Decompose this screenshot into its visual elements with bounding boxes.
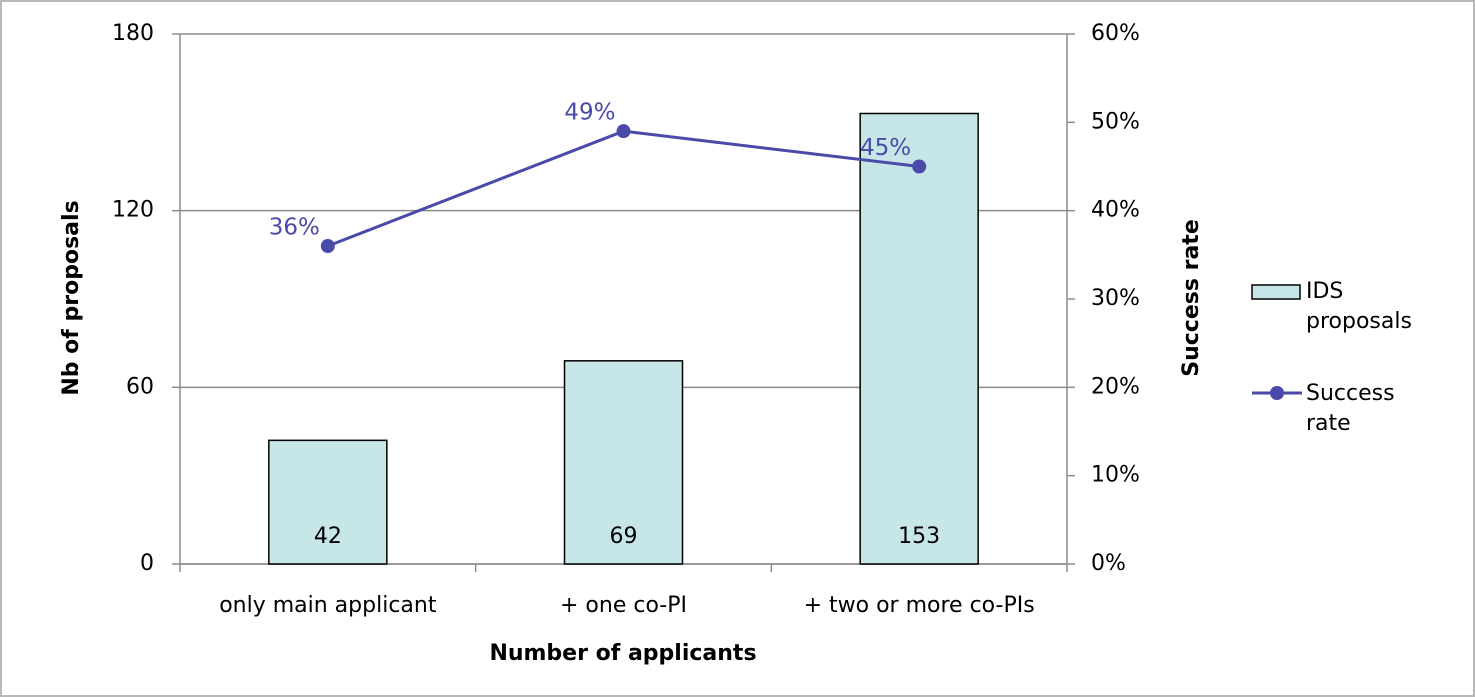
line [327, 129, 920, 248]
y2-axis-title: Success rate [1179, 219, 1204, 377]
line-point [616, 124, 631, 139]
bar [563, 360, 684, 565]
legend-swatch [1251, 284, 1301, 300]
legend-label: Success rate [1306, 381, 1395, 436]
y-tick-label: 120 [112, 198, 154, 223]
y-tick-label: 180 [112, 21, 154, 46]
line-value-label: 49% [564, 100, 615, 126]
y2-tick-label: 20% [1091, 374, 1140, 399]
line-value-label: 36% [269, 215, 320, 241]
y2-tick-label: 0% [1091, 551, 1126, 576]
line-point [912, 159, 927, 174]
bar-value-label: 153 [898, 524, 940, 549]
x-tick-label: + one co-PI [559, 593, 687, 618]
legend-label: IDS proposals [1306, 279, 1412, 334]
x-axis-title: Number of applicants [489, 641, 756, 666]
y2-tick-label: 50% [1091, 109, 1140, 134]
y2-tick-label: 40% [1091, 198, 1140, 223]
y2-tick-label: 10% [1091, 463, 1140, 488]
line-value-label: 45% [860, 135, 911, 161]
bar [859, 112, 979, 565]
x-tick-label: + two or more co-PIs [803, 593, 1035, 618]
y-axis-title: Nb of proposals [59, 200, 84, 395]
y2-tick-label: 30% [1091, 286, 1140, 311]
y-tick-label: 60 [126, 374, 154, 399]
bar [268, 439, 388, 565]
bar-value-label: 42 [314, 524, 342, 549]
bar-value-label: 69 [610, 524, 638, 549]
line-point [320, 239, 335, 253]
legend-swatch-marker [1270, 386, 1284, 400]
x-tick-label: only main applicant [219, 593, 437, 618]
y-tick-label: 0 [140, 551, 154, 576]
y2-tick-label: 60% [1091, 21, 1140, 46]
